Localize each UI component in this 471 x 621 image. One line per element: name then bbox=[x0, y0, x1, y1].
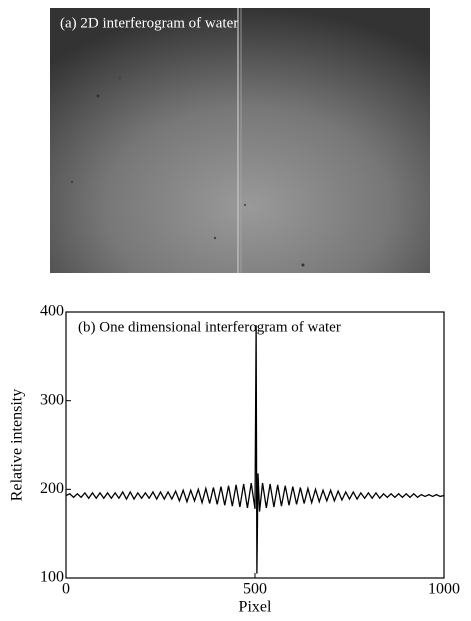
speck bbox=[96, 94, 100, 98]
chart-title: (b) One dimensional interferogram of wat… bbox=[78, 319, 341, 335]
data-line bbox=[65, 325, 445, 574]
speck bbox=[70, 180, 74, 184]
chart: (b) One dimensional interferogram of wat… bbox=[9, 303, 460, 616]
y-tick-label: 100 bbox=[40, 569, 64, 586]
x-tick-label: 1000 bbox=[428, 581, 460, 598]
speck bbox=[213, 236, 217, 240]
speck bbox=[118, 76, 122, 80]
x-tick-label: 500 bbox=[243, 581, 267, 598]
y-tick-label: 300 bbox=[40, 391, 64, 408]
speck bbox=[243, 203, 247, 207]
x-axis-label: Pixel bbox=[239, 599, 272, 616]
x-tick-label: 0 bbox=[62, 581, 70, 598]
y-axis-label: Relative intensity bbox=[9, 389, 26, 501]
y-tick-label: 200 bbox=[40, 480, 64, 497]
interferogram-image bbox=[50, 8, 430, 273]
image-title: (a) 2D interferogram of water bbox=[60, 15, 238, 31]
speck bbox=[301, 263, 305, 267]
y-tick-label: 400 bbox=[40, 303, 64, 320]
image-panel: (a) 2D interferogram of water bbox=[50, 8, 430, 273]
